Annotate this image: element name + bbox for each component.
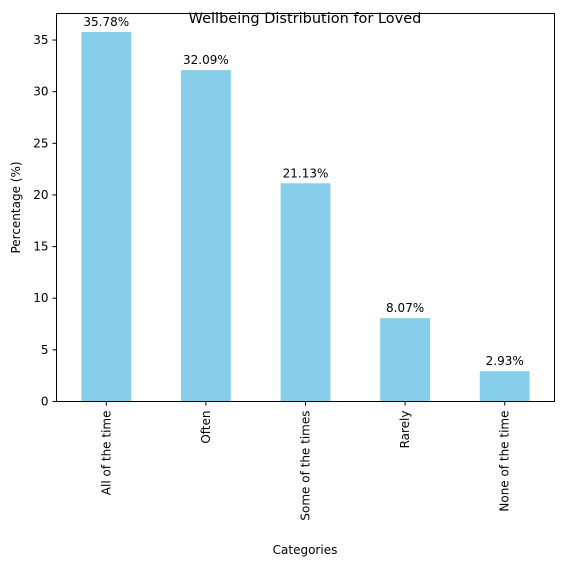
data-label-none-of-the-time: 2.93% [486, 354, 524, 368]
x-tick-label-often: Often [199, 411, 213, 444]
y-axis-label: Percentage (%) [9, 161, 23, 253]
data-label-often: 32.09% [183, 53, 229, 67]
chart-title: Wellbeing Distribution for Loved [189, 11, 422, 27]
y-tick-label-15: 15 [33, 240, 48, 254]
y-tick-label-30: 30 [33, 85, 48, 99]
bar-rarely [380, 318, 430, 402]
y-tick-label-10: 10 [33, 291, 48, 305]
bars-group [81, 31, 530, 402]
bar-some-of-the-times [280, 183, 331, 402]
y-tick-label-25: 25 [33, 136, 48, 150]
data-labels-group: 35.78% 32.09% 21.13% 8.07% 2.93% [83, 15, 523, 368]
x-tick-label-rarely: Rarely [398, 411, 412, 449]
y-tick-label-0: 0 [41, 395, 49, 409]
y-axis: 0 5 10 15 20 25 30 35 [33, 33, 57, 409]
y-tick-label-20: 20 [33, 188, 48, 202]
bar-none-of-the-time [479, 371, 530, 402]
x-tick-label-all-of-the-time: All of the time [99, 411, 113, 496]
data-label-some-of-the-times: 21.13% [283, 166, 329, 180]
data-label-all-of-the-time: 35.78% [83, 15, 129, 29]
data-label-rarely: 8.07% [386, 301, 424, 315]
y-tick-label-5: 5 [41, 343, 49, 357]
plot-frame [56, 13, 555, 402]
x-tick-label-some-of-the-times: Some of the times [299, 411, 313, 521]
bar-all-of-the-time [81, 31, 132, 402]
bar-often [181, 70, 231, 402]
x-axis: All of the time Often Some of the times Rar… [99, 401, 512, 521]
x-axis-label: Categories [273, 543, 338, 557]
x-tick-label-none-of-the-time: None of the time [498, 411, 512, 512]
y-tick-label-35: 35 [33, 33, 48, 47]
